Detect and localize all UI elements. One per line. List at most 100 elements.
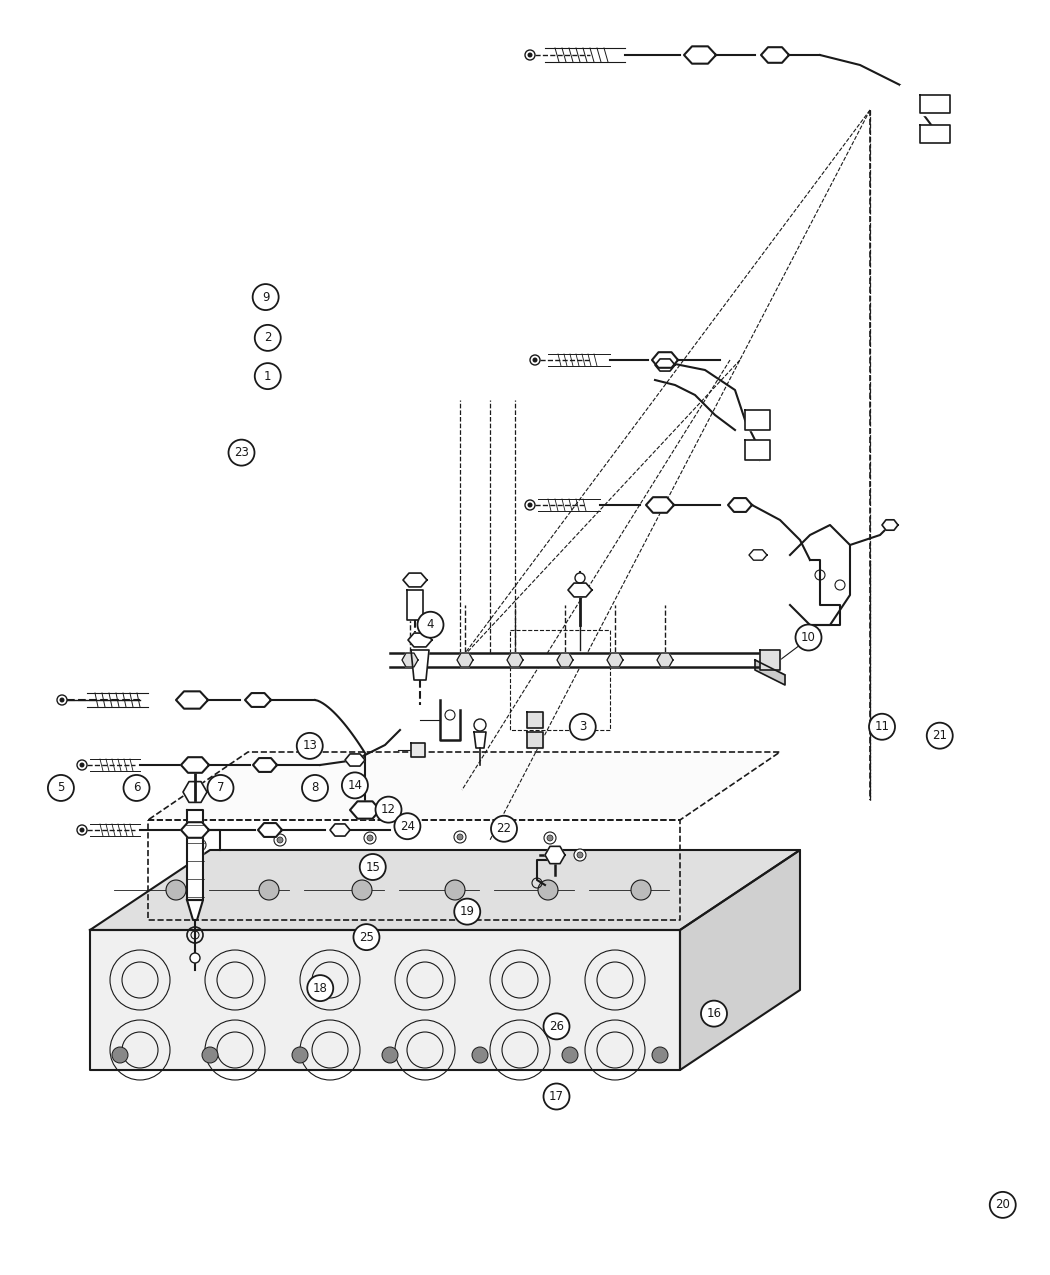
Circle shape [202, 1047, 218, 1063]
Circle shape [455, 899, 480, 924]
Text: 26: 26 [549, 1020, 564, 1033]
Circle shape [575, 572, 585, 583]
Circle shape [292, 1047, 308, 1063]
Polygon shape [900, 85, 940, 115]
Polygon shape [755, 660, 785, 685]
Circle shape [189, 759, 201, 771]
Circle shape [547, 835, 553, 842]
Circle shape [869, 714, 895, 740]
Circle shape [274, 834, 286, 847]
Circle shape [544, 1084, 569, 1109]
Circle shape [255, 363, 280, 389]
Polygon shape [245, 694, 271, 706]
Circle shape [652, 1047, 668, 1063]
Text: 19: 19 [460, 905, 475, 918]
Circle shape [80, 762, 84, 768]
Polygon shape [545, 847, 565, 863]
Text: 25: 25 [359, 931, 374, 944]
Circle shape [354, 924, 379, 950]
Polygon shape [527, 711, 543, 728]
Polygon shape [402, 653, 418, 667]
Polygon shape [684, 46, 716, 64]
Polygon shape [390, 653, 760, 667]
Circle shape [457, 834, 463, 840]
Circle shape [525, 500, 536, 510]
Circle shape [544, 1014, 569, 1039]
Circle shape [418, 612, 443, 638]
Circle shape [527, 502, 532, 507]
Circle shape [297, 733, 322, 759]
Polygon shape [507, 653, 523, 667]
Text: 13: 13 [302, 740, 317, 752]
Text: 2: 2 [264, 332, 272, 344]
Text: 6: 6 [132, 782, 141, 794]
Circle shape [364, 833, 376, 844]
Circle shape [229, 440, 254, 465]
Polygon shape [760, 650, 780, 669]
Text: 22: 22 [497, 822, 511, 835]
Polygon shape [728, 499, 752, 513]
Text: 18: 18 [313, 982, 328, 994]
Circle shape [527, 52, 532, 57]
Text: 11: 11 [875, 720, 889, 733]
Circle shape [701, 1001, 727, 1026]
Circle shape [255, 325, 280, 351]
Polygon shape [527, 732, 543, 748]
Polygon shape [407, 590, 423, 620]
Circle shape [57, 695, 67, 705]
Text: 9: 9 [261, 291, 270, 303]
Circle shape [530, 354, 540, 365]
Circle shape [368, 835, 373, 842]
Circle shape [194, 839, 206, 850]
Circle shape [60, 697, 64, 703]
Circle shape [570, 714, 595, 740]
Text: 20: 20 [995, 1198, 1010, 1211]
Circle shape [395, 813, 420, 839]
Circle shape [342, 773, 368, 798]
Polygon shape [474, 732, 486, 748]
Polygon shape [403, 572, 427, 586]
Polygon shape [790, 525, 851, 625]
Text: 15: 15 [365, 861, 380, 873]
Polygon shape [187, 810, 203, 900]
Circle shape [253, 284, 278, 310]
Text: 16: 16 [707, 1007, 721, 1020]
Circle shape [382, 1047, 398, 1063]
Polygon shape [657, 653, 673, 667]
Circle shape [544, 833, 556, 844]
Text: 23: 23 [234, 446, 249, 459]
Polygon shape [882, 520, 898, 530]
Polygon shape [646, 497, 674, 513]
Polygon shape [176, 691, 208, 709]
Text: 14: 14 [348, 779, 362, 792]
Circle shape [574, 849, 586, 861]
Circle shape [454, 831, 466, 843]
Polygon shape [90, 929, 680, 1070]
Polygon shape [568, 583, 592, 597]
Circle shape [927, 723, 952, 748]
Circle shape [990, 1192, 1015, 1218]
Text: 5: 5 [57, 782, 65, 794]
Circle shape [77, 760, 87, 770]
Text: 24: 24 [400, 820, 415, 833]
Circle shape [472, 1047, 488, 1063]
Circle shape [124, 775, 149, 801]
Text: 7: 7 [216, 782, 225, 794]
Polygon shape [749, 550, 766, 560]
Circle shape [360, 854, 385, 880]
Circle shape [491, 816, 517, 842]
Polygon shape [181, 822, 209, 838]
Polygon shape [411, 650, 429, 680]
Polygon shape [183, 782, 207, 802]
Circle shape [631, 880, 651, 900]
Polygon shape [148, 752, 780, 820]
Polygon shape [187, 900, 203, 921]
Text: 4: 4 [426, 618, 435, 631]
Circle shape [166, 880, 186, 900]
Polygon shape [330, 824, 350, 836]
Polygon shape [411, 743, 425, 757]
Polygon shape [181, 757, 209, 773]
Polygon shape [746, 440, 770, 460]
Text: 17: 17 [549, 1090, 564, 1103]
Polygon shape [761, 47, 789, 62]
